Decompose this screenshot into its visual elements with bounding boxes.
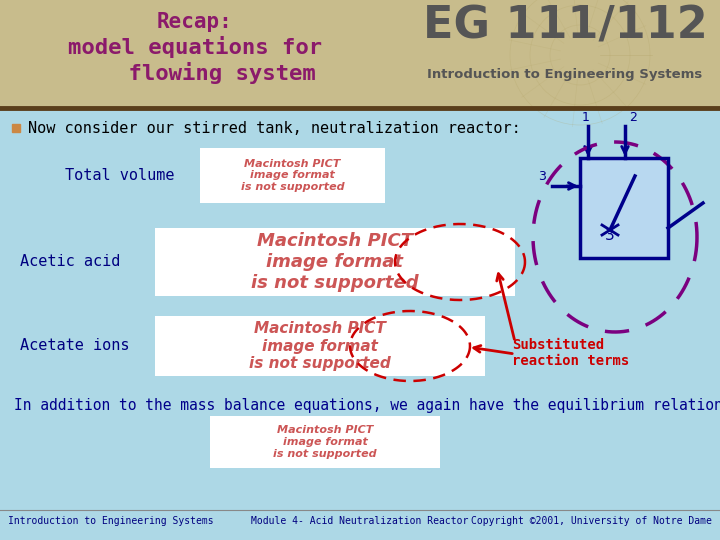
Text: Module 4- Acid Neutralization Reactor: Module 4- Acid Neutralization Reactor [251,516,469,526]
Bar [200,148,385,203]
Bar [210,416,440,468]
Bar [580,158,668,258]
Text: In addition to the mass balance equations, we again have the equilibrium relatio: In addition to the mass balance equation… [14,398,720,413]
Text: Substituted
reaction terms: Substituted reaction terms [512,338,629,368]
Bar [0,0,720,108]
Text: EG 111/112: EG 111/112 [423,5,707,48]
Text: Total volume: Total volume [65,167,174,183]
Bar [580,158,668,258]
Text: flowing system: flowing system [75,62,315,84]
Text: 3: 3 [538,170,546,183]
Text: Macintosh PICT
image format
is not supported: Macintosh PICT image format is not suppo… [240,159,344,192]
Bar [155,316,485,376]
Text: 2: 2 [629,111,637,124]
Text: Acetate ions: Acetate ions [20,339,130,354]
Text: Acetic acid: Acetic acid [20,254,120,269]
Text: Introduction to Engineering Systems: Introduction to Engineering Systems [428,68,703,81]
Text: 1: 1 [582,111,590,124]
Text: 3: 3 [605,228,615,243]
Text: Now consider our stirred tank, neutralization reactor:: Now consider our stirred tank, neutraliz… [28,121,521,136]
Text: Recap:: Recap: [157,12,233,32]
Text: Copyright ©2001, University of Notre Dame: Copyright ©2001, University of Notre Dam… [471,516,712,526]
Text: Macintosh PICT
image format
is not supported: Macintosh PICT image format is not suppo… [249,321,391,371]
Text: Macintosh PICT
image format
is not supported: Macintosh PICT image format is not suppo… [273,426,377,458]
Text: Introduction to Engineering Systems: Introduction to Engineering Systems [8,516,214,526]
Text: model equations for: model equations for [68,36,322,58]
Text: Macintosh PICT
image format
is not supported: Macintosh PICT image format is not suppo… [251,232,419,292]
Bar [155,228,515,296]
